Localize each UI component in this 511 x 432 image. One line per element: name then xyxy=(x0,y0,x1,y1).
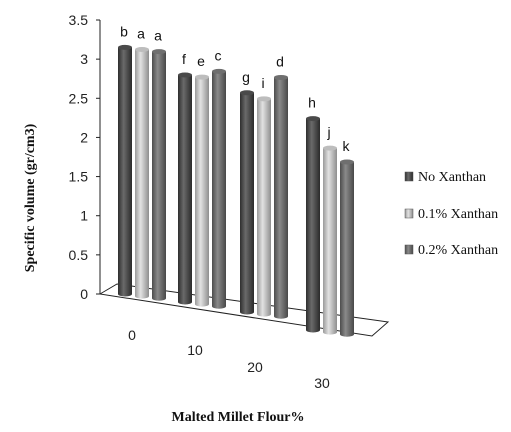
bars-group xyxy=(118,44,354,337)
bar-body xyxy=(306,118,320,330)
bar-cap xyxy=(257,96,271,102)
significance-letter: e xyxy=(197,53,205,69)
bar-base xyxy=(323,329,337,335)
bar-base xyxy=(274,313,288,319)
significance-letter: b xyxy=(120,23,128,39)
legend-label: 0.1% Xanthan xyxy=(418,207,498,222)
bar-body xyxy=(257,98,271,315)
y-tick-label: 0.5 xyxy=(69,247,89,263)
bar-cap xyxy=(306,116,320,122)
bar-base xyxy=(118,291,132,297)
legend-swatch xyxy=(404,244,414,255)
bar xyxy=(135,47,149,299)
x-tick-label: 20 xyxy=(247,359,263,375)
significance-letter: h xyxy=(308,95,316,111)
bar-cap xyxy=(240,90,254,96)
bar-body xyxy=(240,92,254,312)
y-tick-label: 2.5 xyxy=(69,90,89,106)
y-tick-label: 1 xyxy=(80,208,88,224)
y-tick-label: 0 xyxy=(80,286,88,302)
bar xyxy=(178,72,192,305)
legend-label: 0.2% Xanthan xyxy=(418,243,498,258)
x-tick-label: 10 xyxy=(187,342,203,358)
bar-cap xyxy=(212,68,226,74)
bar-base xyxy=(340,331,354,337)
bar xyxy=(195,74,209,307)
bar-body xyxy=(152,51,166,299)
bar-body xyxy=(212,71,226,307)
bar-body xyxy=(178,74,192,302)
x-tick-label: 0 xyxy=(128,327,136,343)
legend-swatch xyxy=(404,208,414,219)
bar xyxy=(257,96,271,317)
y-axis-title: Specific volume (gr/cm3) xyxy=(23,123,38,272)
bar-cap xyxy=(135,47,149,53)
bar-base xyxy=(240,309,254,315)
bar xyxy=(340,159,354,337)
bar-base xyxy=(212,303,226,309)
legend: No Xanthan 0.1% Xanthan 0.2% Xanthan xyxy=(404,170,498,258)
bar-cap xyxy=(274,74,288,80)
bar-body xyxy=(274,77,288,317)
significance-letter: g xyxy=(242,69,250,85)
significance-letter: f xyxy=(182,51,186,67)
bar-cap xyxy=(118,44,132,50)
bar-base xyxy=(257,311,271,317)
bar xyxy=(118,44,132,297)
y-tick-label: 2 xyxy=(80,129,88,145)
bar-base xyxy=(135,293,149,299)
significance-letter: i xyxy=(261,75,264,91)
bar-body xyxy=(135,49,149,297)
bar xyxy=(212,68,226,309)
y-tick-label: 3 xyxy=(80,51,88,67)
bar-body xyxy=(195,77,209,305)
bar-cap xyxy=(323,145,337,151)
legend-label: No Xanthan xyxy=(418,170,486,185)
x-axis-ticks: 0 10 20 30 xyxy=(128,327,330,391)
y-tick-label: 1.5 xyxy=(69,169,89,185)
bar-cap xyxy=(178,72,192,78)
y-tick-label: 3.5 xyxy=(69,12,89,28)
bar xyxy=(240,90,254,315)
x-axis-title: Malted Millet Flour% xyxy=(172,410,305,425)
bar xyxy=(306,116,320,333)
bar-cap xyxy=(340,159,354,165)
legend-swatch xyxy=(404,171,414,182)
bar xyxy=(323,145,337,335)
bar-base xyxy=(306,327,320,333)
bar-base xyxy=(178,299,192,305)
bar-body xyxy=(340,161,354,335)
bar-body xyxy=(323,148,337,333)
bar-base xyxy=(195,301,209,307)
x-tick-label: 30 xyxy=(314,375,330,391)
bar-body xyxy=(118,47,132,295)
y-axis-ticks: 0 0.5 1 1.5 2 2.5 3 3.5 xyxy=(69,12,100,302)
bar-base xyxy=(152,295,166,301)
significance-letter: j xyxy=(326,124,330,140)
significance-letter: k xyxy=(343,138,351,154)
significance-letter: a xyxy=(154,28,162,44)
bar-cap xyxy=(195,74,209,80)
bar-cap xyxy=(152,49,166,55)
bar xyxy=(152,49,166,301)
significance-letter: c xyxy=(215,47,222,63)
significance-letter: d xyxy=(276,53,284,69)
bar xyxy=(274,74,288,319)
significance-letter: a xyxy=(137,26,145,42)
